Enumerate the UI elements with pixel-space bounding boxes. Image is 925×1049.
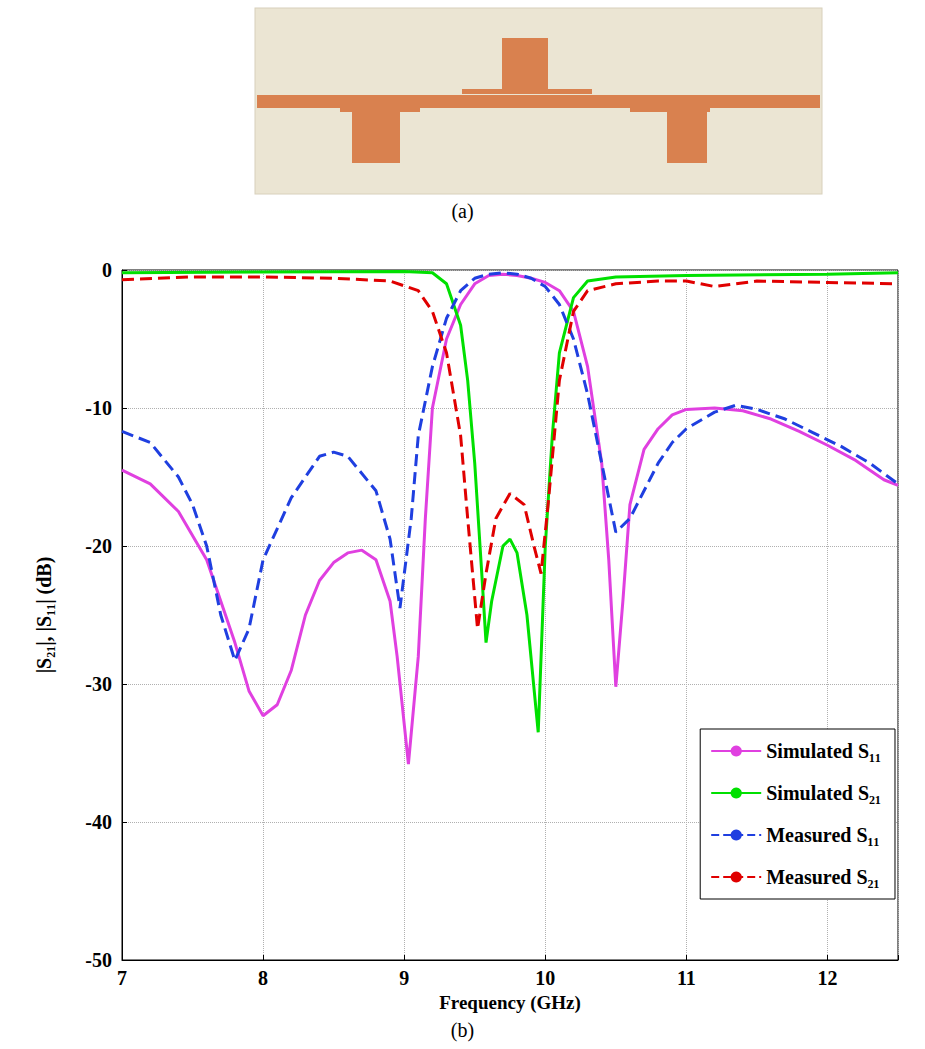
svg-text:-10: -10	[85, 397, 112, 419]
svg-text:Measured S₂₁: Measured S₂₁	[766, 866, 879, 888]
svg-text:0: 0	[102, 259, 112, 281]
svg-text:Measured S₁₁: Measured S₁₁	[766, 824, 879, 846]
svg-text:Frequency (GHz): Frequency (GHz)	[439, 992, 581, 1014]
svg-text:|S₂₁|, |S₁₁| (dB): |S₂₁|, |S₁₁| (dB)	[33, 557, 56, 674]
svg-text:7: 7	[117, 967, 127, 989]
svg-text:Simulated S₁₁: Simulated S₁₁	[766, 740, 881, 762]
svg-text:-50: -50	[85, 949, 112, 971]
svg-text:-40: -40	[85, 811, 112, 833]
svg-text:10: 10	[535, 967, 555, 989]
svg-text:12: 12	[817, 967, 837, 989]
svg-text:8: 8	[258, 967, 268, 989]
svg-text:Simulated S₂₁: Simulated S₂₁	[766, 782, 881, 804]
svg-text:-20: -20	[85, 535, 112, 557]
svg-text:(b): (b)	[451, 1019, 474, 1042]
svg-text:-30: -30	[85, 673, 112, 695]
svg-text:11: 11	[677, 967, 696, 989]
svg-text:(a): (a)	[451, 200, 473, 223]
svg-text:9: 9	[399, 967, 409, 989]
